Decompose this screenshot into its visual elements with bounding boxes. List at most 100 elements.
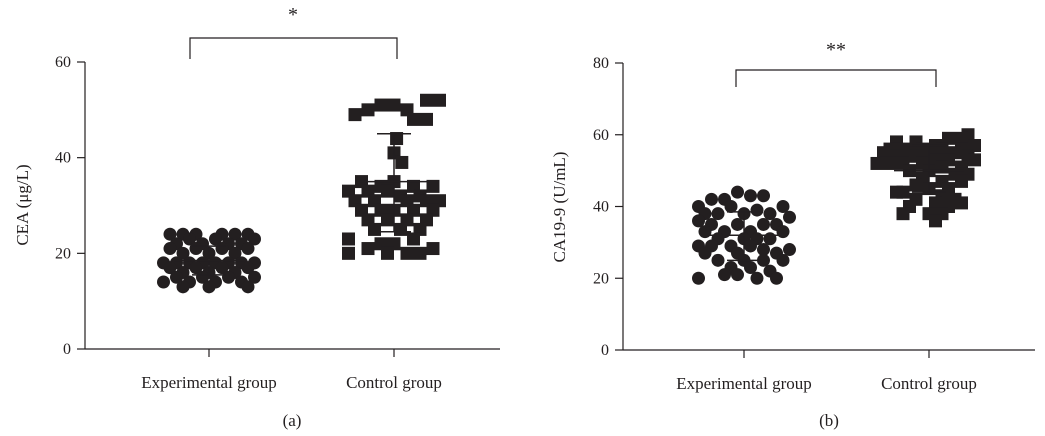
data-point-circle (189, 261, 203, 275)
data-point-circle (163, 242, 177, 256)
data-point-square (955, 131, 968, 145)
y-axis-title: CEA (μg/L) (13, 164, 32, 245)
data-point-square (381, 213, 394, 227)
data-point-square (374, 98, 388, 112)
data-point-circle (744, 260, 757, 274)
data-point-circle (757, 217, 770, 231)
data-point-circle (163, 227, 177, 241)
data-point-square (929, 214, 942, 228)
data-point-square (381, 184, 394, 198)
panel-label: (a) (283, 411, 302, 430)
data-point-circle (744, 189, 757, 203)
panel-b-chart: 0 20 40 60 80 ** CA19-9 (U/mL) Experimental … (550, 39, 1035, 430)
data-point-circle (170, 270, 183, 284)
error-bars (174, 133, 429, 276)
data-point-circle (731, 268, 744, 282)
data-point-circle (750, 271, 764, 285)
data-point-square (368, 222, 381, 236)
y-ticks: 0 20 40 60 (55, 54, 85, 358)
data-point-circle (698, 246, 712, 260)
data-point-circle (744, 239, 757, 253)
data-point-square (381, 246, 394, 260)
data-point-circle (241, 280, 255, 294)
significance-bracket (189, 37, 398, 59)
y-tick-label: 0 (63, 341, 71, 358)
data-point-circle (248, 270, 261, 284)
data-point-circle (241, 242, 255, 256)
data-point-circle (711, 253, 725, 267)
data-point-circle (757, 253, 770, 267)
data-point-square (877, 146, 890, 160)
data-point-circle (711, 207, 725, 221)
data-point-square (896, 185, 910, 199)
y-tick-label: 60 (55, 54, 71, 71)
data-point-circle (189, 242, 203, 256)
y-tick-label: 0 (601, 342, 609, 359)
data-point-square (420, 112, 433, 126)
data-point-square (883, 156, 897, 170)
data-point-circle (763, 232, 777, 246)
data-point-square (348, 108, 362, 122)
y-tick-label: 80 (593, 55, 609, 72)
data-points (692, 128, 981, 285)
data-point-circle (692, 271, 705, 285)
data-point-circle (783, 210, 796, 224)
significance-label: * (288, 4, 298, 26)
data-point-circle (724, 200, 738, 213)
x-ticks (743, 350, 930, 358)
data-point-circle (783, 243, 796, 257)
category-label-experimental: Experimental group (141, 373, 277, 392)
data-point-square (433, 93, 446, 107)
panel-label: (b) (819, 411, 839, 430)
data-point-square (909, 178, 923, 192)
data-point-square (361, 242, 375, 256)
data-point-circle (176, 280, 190, 294)
data-point-square (955, 196, 968, 210)
y-tick-label: 20 (55, 245, 71, 262)
x-ticks (208, 349, 395, 357)
data-point-circle (202, 280, 216, 294)
data-point-circle (196, 270, 209, 284)
data-point-circle (248, 232, 261, 246)
data-point-square (400, 246, 414, 260)
data-point-square (420, 93, 433, 107)
data-point-square (968, 153, 981, 167)
data-point-square (413, 246, 427, 260)
data-point-square (968, 139, 981, 153)
data-point-circle (757, 189, 770, 203)
data-point-square (395, 155, 409, 169)
data-point-square (935, 160, 949, 174)
y-tick-label: 40 (55, 150, 71, 167)
y-tick-label: 20 (593, 270, 609, 287)
data-point-circle (718, 268, 731, 282)
data-point-circle (705, 192, 718, 206)
data-point-circle (776, 253, 790, 267)
data-point-square (929, 196, 942, 210)
data-point-circle (763, 207, 777, 221)
data-point-square (870, 156, 884, 170)
data-point-square (407, 112, 420, 126)
data-point-circle (241, 261, 255, 275)
data-point-circle (698, 225, 712, 239)
data-point-square (361, 103, 375, 117)
significance-bracket (735, 69, 937, 87)
data-point-circle (692, 214, 705, 228)
y-ticks: 0 20 40 60 80 (593, 55, 623, 359)
category-label-control: Control group (881, 374, 977, 393)
y-tick-label: 40 (593, 199, 609, 216)
data-point-circle (183, 232, 196, 246)
data-point-circle (228, 227, 242, 241)
data-point-square (342, 232, 355, 246)
data-point-square (896, 207, 910, 221)
data-point-circle (757, 243, 770, 257)
data-point-square (394, 222, 407, 236)
data-point-square (955, 174, 968, 188)
data-point-circle (776, 225, 790, 239)
data-point-square (387, 98, 401, 112)
category-label-control: Control group (346, 373, 442, 392)
data-point-circle (731, 185, 744, 199)
data-point-square (426, 242, 440, 256)
data-point-circle (770, 271, 783, 285)
